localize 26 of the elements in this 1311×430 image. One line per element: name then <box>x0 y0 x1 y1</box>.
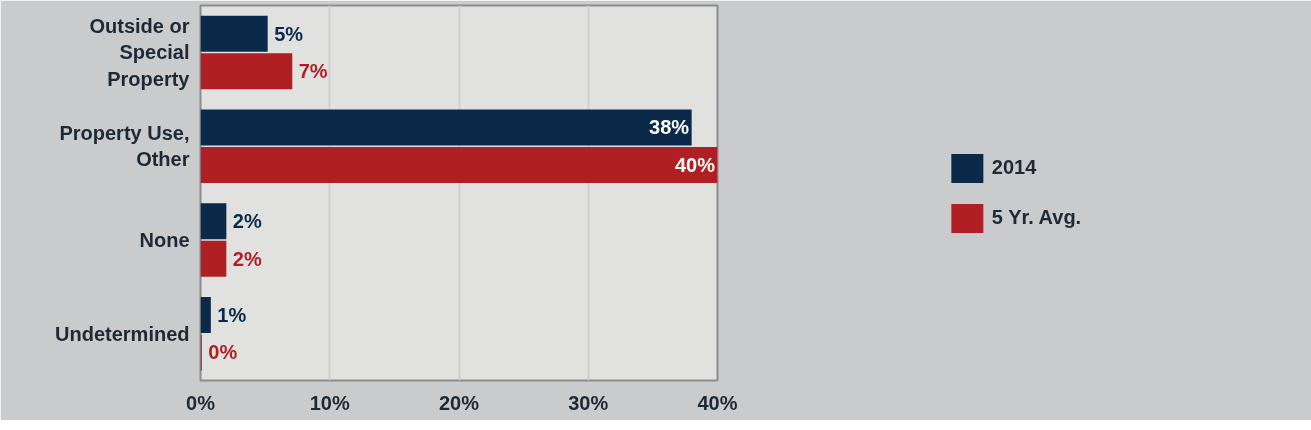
x-tick-label: 40% <box>697 391 738 414</box>
y-tick-label: Property Use, Other <box>59 121 190 171</box>
bar <box>200 240 227 277</box>
data-label: 40% <box>674 153 716 176</box>
data-label: 38% <box>649 116 690 139</box>
legend-label: 2014 <box>991 156 1037 179</box>
bar <box>200 15 268 52</box>
x-tick-label: 0% <box>186 391 216 414</box>
data-label: 0% <box>208 341 238 364</box>
y-tick-label: Undetermined <box>55 322 190 345</box>
data-label: 1% <box>217 303 247 326</box>
x-tick-label: 10% <box>309 391 350 414</box>
data-label: 7% <box>298 60 328 83</box>
legend-label: 5 Yr. Avg. <box>991 206 1082 229</box>
data-label: 2% <box>232 210 262 233</box>
y-tick-label: Outside or Special Property <box>89 14 191 90</box>
bar <box>200 296 211 333</box>
bar <box>200 203 227 240</box>
bar <box>200 109 692 146</box>
bar <box>200 53 293 90</box>
bar <box>200 146 718 183</box>
data-label: 2% <box>232 247 262 270</box>
x-tick-label: 30% <box>568 391 609 414</box>
y-tick-label: None <box>139 228 190 251</box>
x-tick-label: 20% <box>438 391 480 414</box>
data-label: 5% <box>274 22 304 45</box>
